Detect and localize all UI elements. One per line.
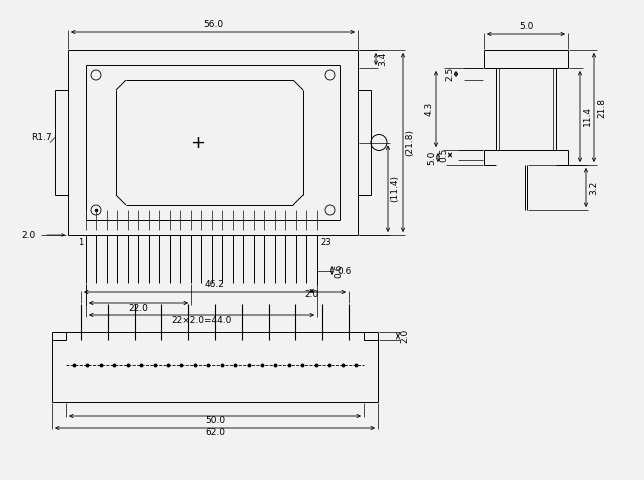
Text: 2.0: 2.0 — [305, 290, 319, 299]
Text: 2.0: 2.0 — [400, 329, 409, 343]
Text: (11.4): (11.4) — [390, 175, 399, 202]
Text: 11.4: 11.4 — [583, 107, 592, 127]
Text: 46.2: 46.2 — [205, 280, 225, 289]
Text: 0.6: 0.6 — [334, 264, 343, 278]
Text: 50.0: 50.0 — [205, 416, 225, 425]
Text: 23: 23 — [320, 238, 330, 247]
Text: (21.8): (21.8) — [405, 129, 414, 156]
Text: 3.4: 3.4 — [378, 52, 387, 66]
Text: 21.8: 21.8 — [597, 97, 606, 118]
Text: 2.0: 2.0 — [22, 230, 36, 240]
Text: R1.7: R1.7 — [31, 133, 52, 142]
Text: 3.2: 3.2 — [589, 180, 598, 194]
Text: 2.5: 2.5 — [445, 67, 454, 81]
Text: 22×2.0=44.0: 22×2.0=44.0 — [171, 316, 232, 325]
Text: 5.0: 5.0 — [519, 22, 533, 31]
Text: 4.3: 4.3 — [425, 102, 434, 116]
Text: 22.0: 22.0 — [129, 304, 148, 313]
Text: 0.5: 0.5 — [439, 148, 448, 162]
Text: 62.0: 62.0 — [205, 428, 225, 437]
Text: 1: 1 — [78, 238, 83, 247]
Text: 5.0: 5.0 — [427, 150, 436, 165]
Text: +: + — [190, 133, 205, 152]
Text: 0.6: 0.6 — [337, 266, 352, 276]
Text: 56.0: 56.0 — [203, 20, 223, 29]
